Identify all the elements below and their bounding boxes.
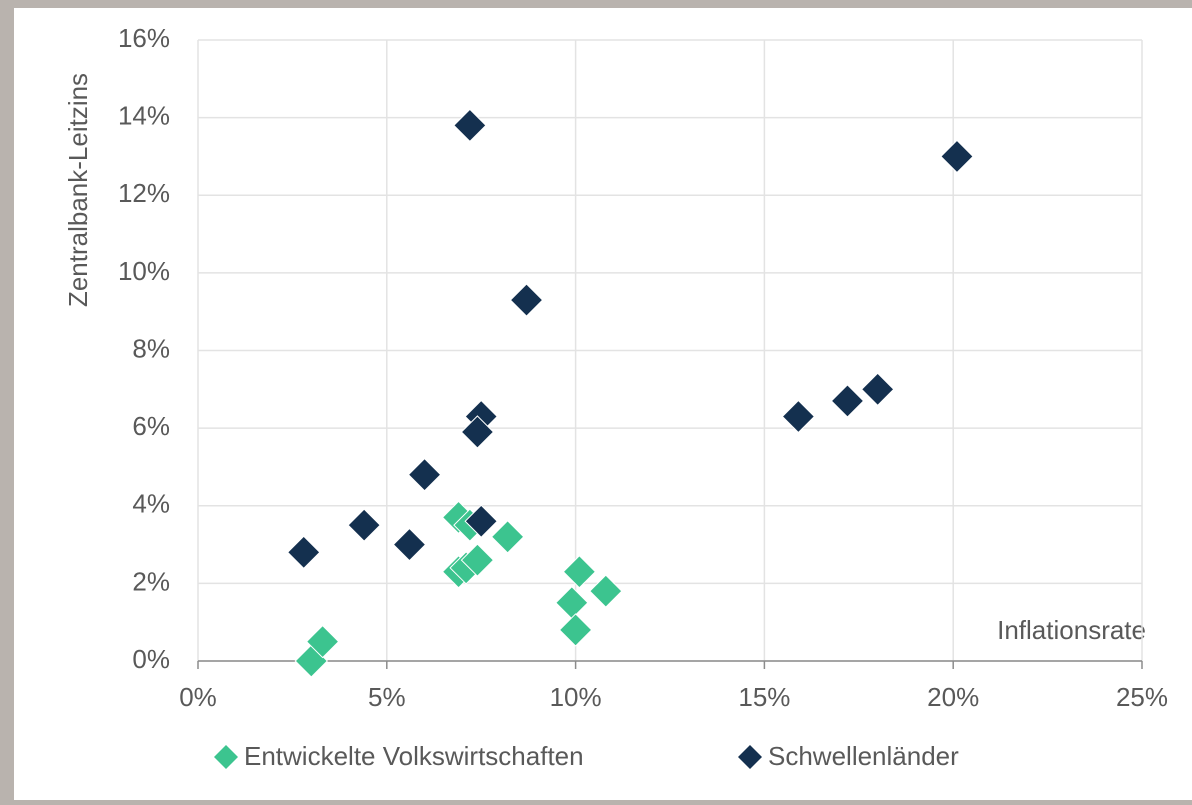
y-tick-label: 12% [118, 178, 170, 208]
chart: Inflationsrate Zentralbank-Leitzins 0% 2%… [0, 0, 1192, 800]
legend-label: Entwickelte Volkswirtschaften [244, 741, 584, 771]
legend-label: Schwellenländer [768, 741, 959, 771]
x-tick-label: 25% [1116, 682, 1168, 712]
x-tick-label: 15% [738, 682, 790, 712]
y-tick-label: 8% [132, 333, 170, 363]
y-tick-label: 14% [118, 101, 170, 131]
y-axis-label: Zentralbank-Leitzins [63, 73, 93, 307]
x-tick-label: 0% [179, 682, 217, 712]
x-axis-label: Inflationsrate [997, 615, 1146, 645]
y-tick-label: 4% [132, 489, 170, 519]
y-tick-label: 16% [118, 23, 170, 53]
x-tick-label: 5% [368, 682, 406, 712]
x-tick-label: 10% [550, 682, 602, 712]
x-tick-label: 20% [927, 682, 979, 712]
y-tick-label: 10% [118, 256, 170, 286]
y-tick-label: 2% [132, 566, 170, 596]
y-tick-label: 0% [132, 644, 170, 674]
y-tick-label: 6% [132, 411, 170, 441]
